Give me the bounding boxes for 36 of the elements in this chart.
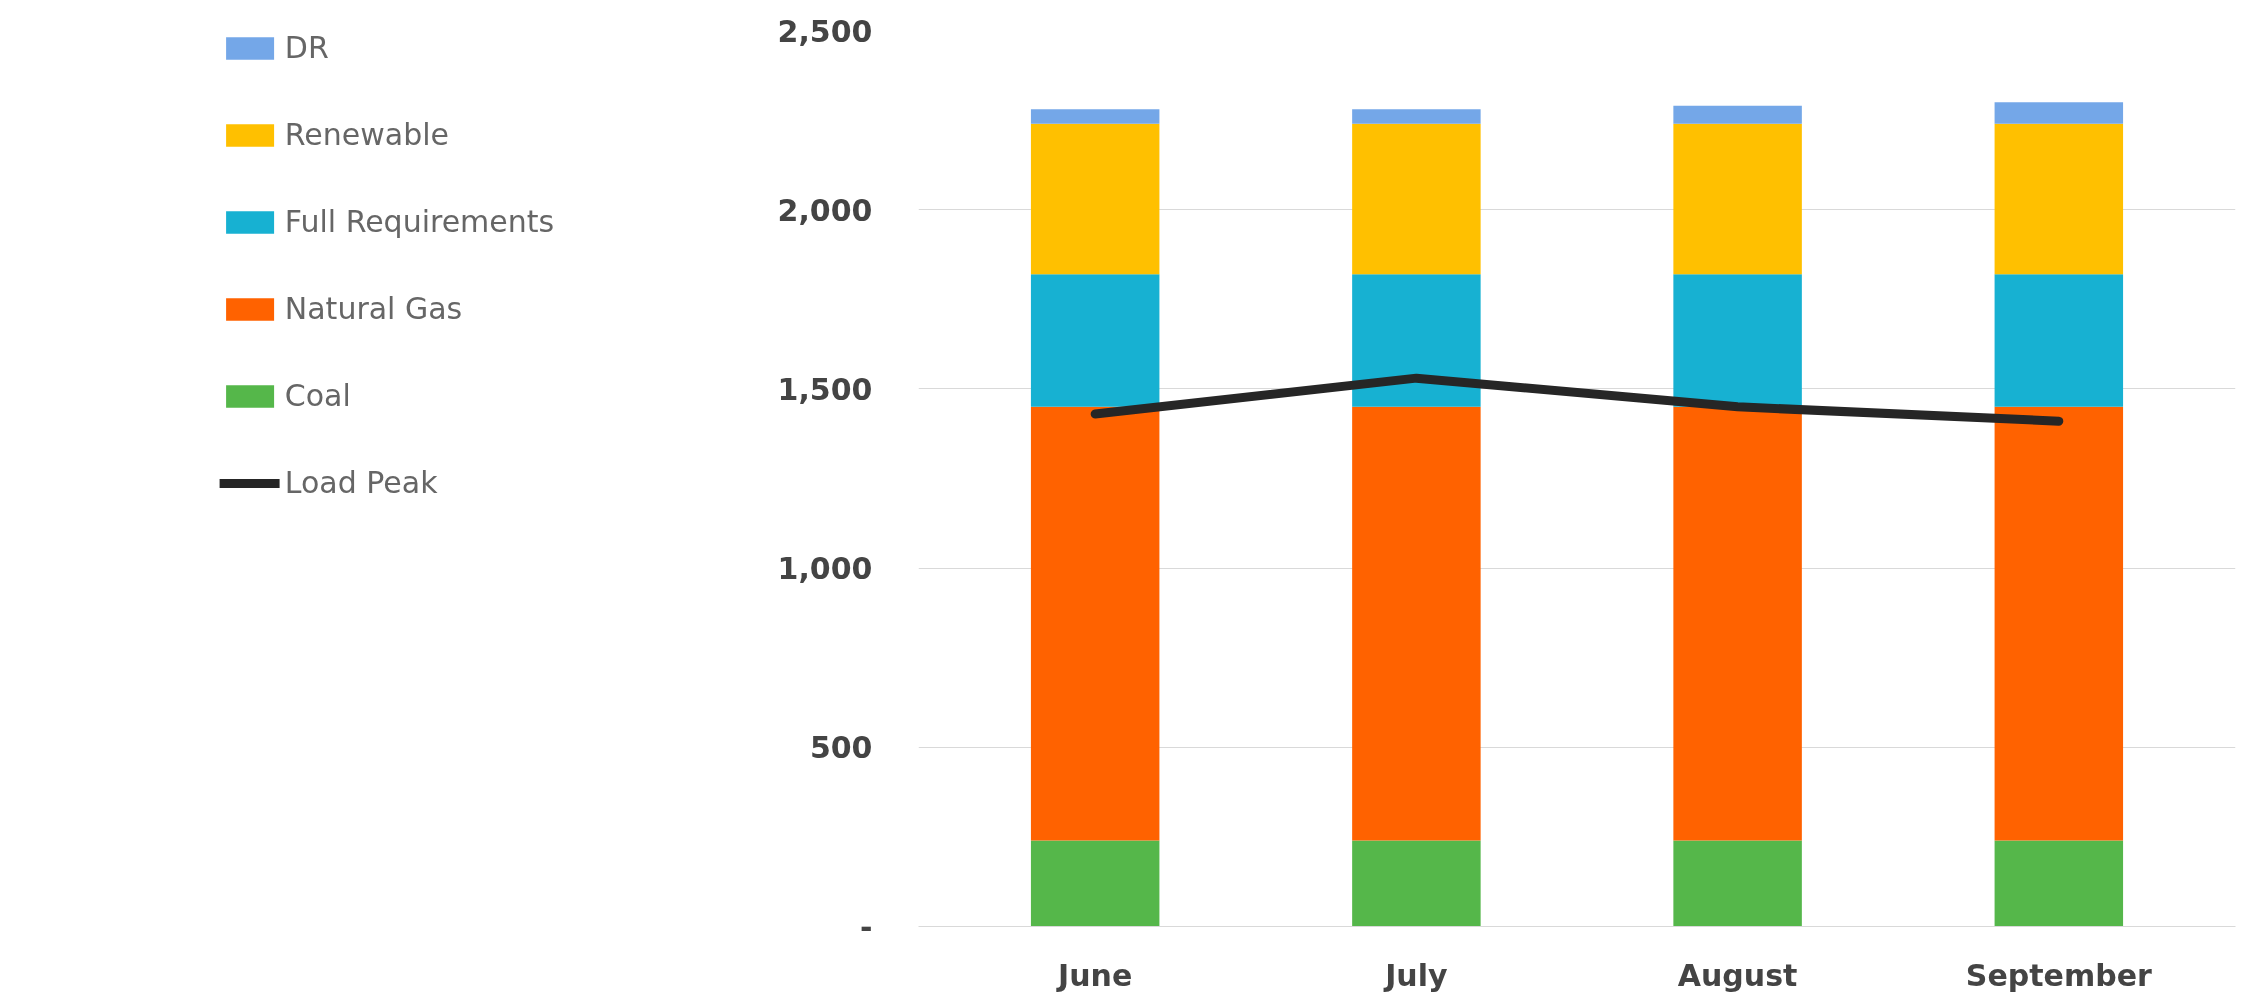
bar bbox=[1352, 123, 1481, 275]
bar bbox=[1994, 840, 2124, 927]
legend-label: Coal bbox=[284, 378, 351, 413]
bar bbox=[1673, 274, 1802, 407]
y-tick-label: 1,000 bbox=[777, 551, 873, 587]
y-tick-label: 2,500 bbox=[777, 13, 873, 49]
bar bbox=[1030, 109, 1160, 124]
x-tick-label: August bbox=[1677, 957, 1798, 993]
legend-label: DR bbox=[284, 30, 329, 65]
legend-label: Renewable bbox=[284, 117, 449, 152]
bar bbox=[1352, 274, 1481, 407]
bar bbox=[1352, 840, 1481, 927]
bar bbox=[1030, 274, 1160, 407]
y-tick-label: 1,500 bbox=[777, 371, 873, 407]
bar bbox=[1352, 109, 1481, 124]
x-tick-label: July bbox=[1383, 957, 1449, 993]
x-tick-label: September bbox=[1965, 957, 2153, 993]
y-tick-label: - bbox=[860, 909, 873, 945]
bar bbox=[1673, 123, 1802, 275]
bar bbox=[1673, 406, 1802, 841]
legend-label: Full Requirements bbox=[284, 204, 555, 239]
bar bbox=[1030, 840, 1160, 927]
legend-label: Load Peak bbox=[284, 465, 438, 500]
bar bbox=[1673, 105, 1802, 124]
bar bbox=[1994, 406, 2124, 841]
bar bbox=[1030, 406, 1160, 841]
bar bbox=[1994, 123, 2124, 275]
bar bbox=[1352, 406, 1481, 841]
x-tick-label: June bbox=[1056, 957, 1133, 993]
bar bbox=[1994, 274, 2124, 407]
y-tick-label: 500 bbox=[809, 730, 873, 766]
y-tick-label: 2,000 bbox=[777, 192, 873, 228]
bar bbox=[1994, 102, 2124, 124]
bar bbox=[1030, 123, 1160, 275]
bar bbox=[1673, 840, 1802, 927]
legend-label: Natural Gas bbox=[284, 291, 463, 326]
